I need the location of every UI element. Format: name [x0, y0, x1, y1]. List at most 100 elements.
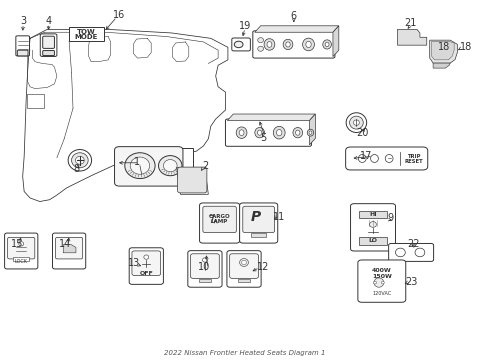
FancyBboxPatch shape — [43, 36, 54, 48]
Bar — [359, 211, 388, 218]
FancyBboxPatch shape — [345, 147, 428, 170]
Ellipse shape — [264, 39, 275, 50]
FancyBboxPatch shape — [16, 36, 29, 56]
Ellipse shape — [385, 154, 393, 162]
Ellipse shape — [309, 131, 312, 134]
FancyBboxPatch shape — [227, 251, 261, 287]
Text: 150W: 150W — [372, 274, 392, 279]
Polygon shape — [176, 167, 208, 194]
FancyBboxPatch shape — [389, 243, 434, 261]
Ellipse shape — [381, 281, 384, 284]
Text: 17: 17 — [360, 150, 372, 161]
Text: 10: 10 — [198, 262, 210, 272]
FancyBboxPatch shape — [243, 206, 274, 233]
Ellipse shape — [415, 248, 425, 257]
FancyBboxPatch shape — [129, 248, 163, 284]
Text: 13: 13 — [127, 258, 140, 268]
Text: RESET: RESET — [404, 159, 423, 164]
Polygon shape — [430, 40, 458, 63]
Ellipse shape — [68, 149, 92, 171]
Ellipse shape — [358, 154, 366, 162]
Polygon shape — [63, 244, 76, 253]
Ellipse shape — [306, 41, 311, 48]
Text: 18: 18 — [438, 42, 450, 52]
FancyBboxPatch shape — [225, 119, 312, 146]
FancyBboxPatch shape — [240, 203, 278, 243]
Ellipse shape — [295, 130, 300, 135]
Ellipse shape — [242, 260, 246, 265]
FancyBboxPatch shape — [43, 50, 54, 55]
Text: TOW: TOW — [77, 29, 96, 35]
Text: 16: 16 — [113, 10, 125, 20]
FancyBboxPatch shape — [199, 203, 240, 243]
Text: 1: 1 — [133, 157, 140, 167]
Text: TRIP: TRIP — [407, 154, 420, 159]
Text: 3: 3 — [20, 17, 26, 27]
Ellipse shape — [240, 258, 248, 266]
Ellipse shape — [307, 129, 314, 136]
Ellipse shape — [75, 156, 84, 164]
FancyBboxPatch shape — [203, 206, 236, 233]
Ellipse shape — [283, 39, 293, 50]
Text: HI: HI — [369, 212, 377, 217]
Text: LAMP: LAMP — [211, 219, 228, 224]
Ellipse shape — [125, 153, 155, 179]
FancyBboxPatch shape — [40, 34, 57, 57]
Ellipse shape — [257, 130, 262, 135]
Ellipse shape — [273, 126, 285, 139]
FancyBboxPatch shape — [52, 233, 86, 269]
Text: 400W: 400W — [372, 268, 392, 273]
Ellipse shape — [234, 41, 243, 48]
Ellipse shape — [369, 222, 376, 227]
Text: 15: 15 — [11, 239, 24, 249]
Text: 8: 8 — [74, 164, 79, 174]
FancyBboxPatch shape — [115, 147, 183, 186]
Ellipse shape — [276, 130, 282, 136]
Ellipse shape — [353, 120, 359, 125]
Text: CARGO: CARGO — [209, 214, 230, 219]
Text: 6: 6 — [291, 11, 297, 21]
Ellipse shape — [258, 46, 264, 51]
Text: 9: 9 — [388, 213, 393, 222]
Ellipse shape — [346, 113, 367, 132]
Text: 22: 22 — [407, 239, 420, 249]
Polygon shape — [227, 114, 316, 121]
Ellipse shape — [72, 153, 88, 168]
FancyBboxPatch shape — [17, 50, 28, 56]
FancyBboxPatch shape — [188, 251, 222, 287]
Ellipse shape — [159, 156, 182, 176]
Text: 19: 19 — [239, 21, 251, 31]
Text: 120VAC: 120VAC — [372, 291, 392, 296]
Ellipse shape — [267, 41, 272, 47]
Polygon shape — [432, 41, 454, 60]
FancyBboxPatch shape — [358, 260, 406, 302]
Text: 21: 21 — [404, 18, 416, 28]
Bar — [198, 279, 211, 282]
Text: 2: 2 — [202, 161, 208, 171]
FancyBboxPatch shape — [232, 38, 250, 51]
Polygon shape — [433, 63, 450, 68]
Ellipse shape — [374, 278, 384, 287]
Bar — [27, 94, 45, 108]
Polygon shape — [397, 30, 427, 45]
Text: 18: 18 — [460, 42, 472, 52]
Bar — [238, 279, 250, 282]
Text: LOCK: LOCK — [14, 258, 27, 264]
Text: 5: 5 — [261, 133, 267, 143]
FancyBboxPatch shape — [4, 233, 38, 269]
Text: 7: 7 — [209, 215, 215, 225]
Text: P: P — [251, 210, 261, 224]
Ellipse shape — [130, 157, 150, 174]
Text: LO: LO — [368, 238, 377, 243]
Text: 14: 14 — [59, 239, 72, 249]
Text: 2022 Nissan Frontier Heated Seats Diagram 1: 2022 Nissan Frontier Heated Seats Diagra… — [164, 350, 326, 356]
FancyBboxPatch shape — [8, 237, 35, 259]
Ellipse shape — [286, 42, 290, 47]
Ellipse shape — [325, 42, 329, 47]
Ellipse shape — [258, 38, 264, 42]
Text: 4: 4 — [46, 17, 51, 27]
FancyBboxPatch shape — [350, 204, 395, 251]
Ellipse shape — [163, 159, 177, 172]
Polygon shape — [255, 26, 339, 32]
Ellipse shape — [236, 127, 247, 138]
